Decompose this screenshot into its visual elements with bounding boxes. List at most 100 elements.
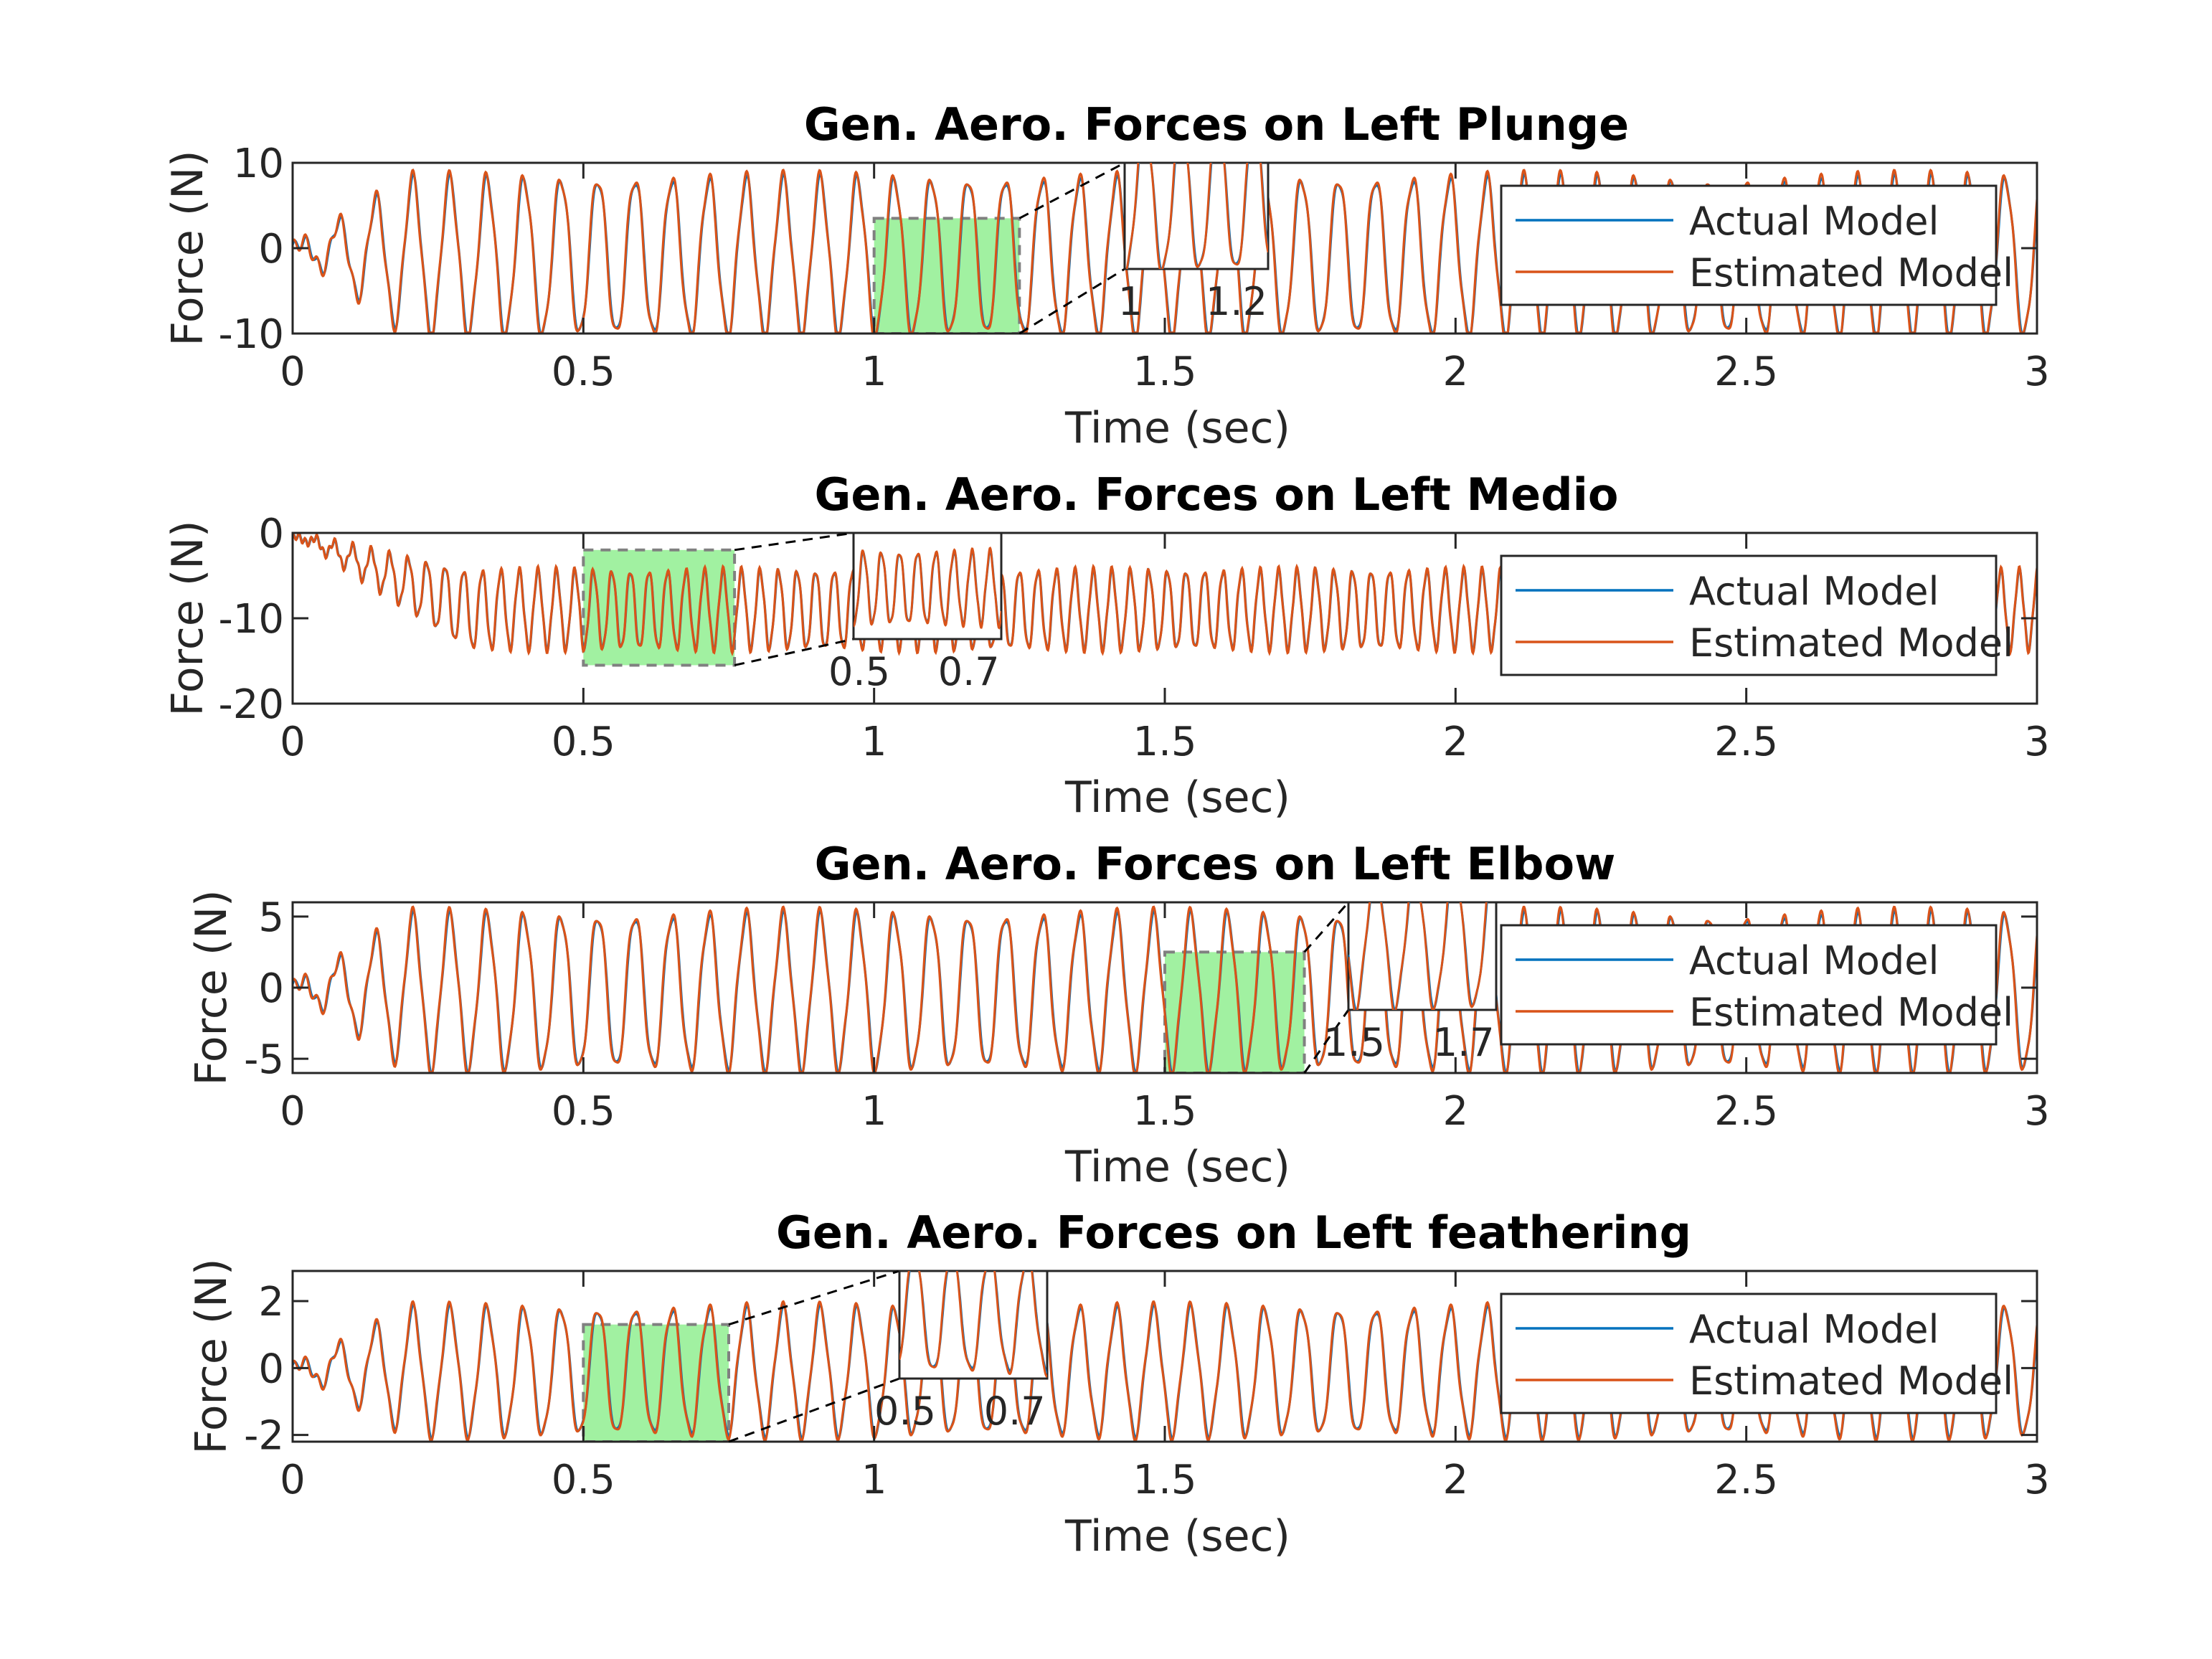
chart-title: Gen. Aero. Forces on Left Medio (815, 468, 1619, 521)
y-tick-label: -10 (219, 596, 284, 643)
x-tick-label: 2 (1443, 719, 1469, 765)
x-tick-label: 2 (1443, 1088, 1469, 1135)
inset-zoom: 0.5 0.7 (734, 531, 1003, 694)
legend: Actual Model Estimated Model (1500, 924, 2013, 1046)
subplot-plunge: Gen. Aero. Forces on Left Plunge -10010 … (163, 98, 2050, 453)
x-tick-label: 3 (2024, 349, 2050, 395)
x-tick-label: 0 (280, 349, 306, 395)
inset-tick-label: 0.7 (938, 649, 1000, 694)
legend-box (1500, 1292, 1998, 1414)
legend-label-estimated: Estimated Model (1689, 1358, 2013, 1404)
x-axis: 0 0.5 1 1.5 2 2.5 3 (280, 163, 2050, 395)
y-axis-label: Force (N) (186, 1258, 237, 1454)
chart-title: Gen. Aero. Forces on Left Plunge (804, 98, 1629, 151)
legend: Actual Model Estimated Model (1500, 1292, 2013, 1414)
y-axis-label: Force (N) (163, 520, 213, 716)
x-tick-label: 2.5 (1714, 349, 1778, 395)
x-tick-label: 1 (861, 1088, 887, 1135)
inset-tick-label: 1.2 (1206, 279, 1267, 324)
x-tick-label: 2.5 (1714, 1088, 1778, 1135)
x-axis: 0 0.5 1 1.5 2 2.5 3 (280, 902, 2050, 1135)
inset-connector-line (1018, 268, 1125, 335)
x-tick-label: 2 (1443, 1457, 1469, 1503)
inset-tick-label: 1.7 (1433, 1020, 1495, 1065)
inset-connector-line (728, 1377, 900, 1443)
plot-area (293, 905, 2037, 1073)
legend-label-actual: Actual Model (1689, 199, 1939, 244)
legend-label-estimated: Estimated Model (1689, 250, 2013, 296)
inset-connector-line (728, 1270, 900, 1326)
series-line-estimated (293, 905, 2037, 1073)
y-tick-label: 0 (258, 1346, 284, 1392)
x-tick-label: 0 (280, 1457, 306, 1503)
x-tick-label: 1.5 (1133, 1088, 1196, 1135)
legend-box (1500, 924, 1998, 1046)
x-tick-label: 3 (2024, 1088, 2050, 1135)
x-tick-label: 1 (861, 349, 887, 395)
subplot-medio: Gen. Aero. Forces on Left Medio 0-10-20 … (163, 468, 2050, 823)
inset-line-estimated (1348, 902, 1488, 1010)
x-tick-label: 2 (1443, 349, 1469, 395)
x-tick-label: 0 (280, 719, 306, 765)
inset-line-estimated (854, 546, 1001, 630)
inset-connector-line (734, 531, 854, 552)
inset-zoom: 0.5 0.7 (728, 1270, 1049, 1443)
x-axis-label: Time (sec) (1064, 1511, 1290, 1561)
legend-label-estimated: Estimated Model (1689, 990, 2013, 1035)
x-tick-label: 0.5 (552, 719, 615, 765)
y-tick-label: 0 (258, 511, 284, 557)
x-axis-label: Time (sec) (1064, 772, 1290, 823)
x-tick-label: 1.5 (1133, 349, 1196, 395)
x-tick-label: 0 (280, 1088, 306, 1135)
legend-label-actual: Actual Model (1689, 1307, 1939, 1352)
legend: Actual Model Estimated Model (1500, 554, 2013, 676)
y-tick-label: 10 (233, 141, 284, 187)
inset-tick-label: 0.7 (984, 1389, 1046, 1434)
y-axis: 0 -10 -20 (219, 511, 2037, 728)
inset-connector-line (1018, 161, 1125, 219)
inset-tick-label: 1.5 (1323, 1020, 1385, 1065)
legend-label-actual: Actual Model (1689, 938, 1939, 983)
y-tick-label: -2 (244, 1413, 284, 1460)
x-tick-label: 0.5 (552, 1457, 615, 1503)
subplot-elbow: Gen. Aero. Forces on Left Elbow 5 0 -5 0 0.… (186, 838, 2050, 1192)
y-axis-label: Force (N) (163, 150, 213, 346)
y-tick-label: -5 (244, 1036, 284, 1083)
x-axis-label: Time (sec) (1064, 1142, 1290, 1192)
subplot-feathering: Gen. Aero. Forces on Left feathering 20-… (186, 1206, 2050, 1561)
y-tick-label: 2 (258, 1279, 284, 1325)
x-axis: 0 0.5 1 1.5 2 2.5 3 (280, 1271, 2050, 1503)
y-axis: 2 0 -2 (244, 1279, 2037, 1460)
inset-zoom: 1.5 1.7 (1303, 901, 1498, 1074)
inset-line-estimated (899, 1271, 1047, 1378)
inset-tick-label: 0.5 (874, 1389, 936, 1434)
x-tick-label: 1.5 (1133, 1457, 1196, 1503)
x-axis: 0 0.5 1 1.5 2 2.5 3 (280, 533, 2050, 765)
x-tick-label: 3 (2024, 719, 2050, 765)
x-tick-label: 3 (2024, 1457, 2050, 1503)
x-tick-label: 1 (861, 719, 887, 765)
inset-tick-label: 0.5 (828, 649, 890, 694)
x-tick-label: 0.5 (552, 349, 615, 395)
inset-connector-line (1303, 902, 1350, 953)
y-axis: -10 0 10 (219, 141, 2037, 358)
inset-connector-line (1303, 1009, 1350, 1074)
x-tick-label: 2.5 (1714, 719, 1778, 765)
y-axis-label: Force (N) (186, 889, 237, 1085)
legend-label-estimated: Estimated Model (1689, 620, 2013, 666)
y-tick-label: 0 (258, 965, 284, 1012)
x-tick-label: 0.5 (552, 1088, 615, 1135)
chart-title: Gen. Aero. Forces on Left Elbow (815, 838, 1616, 890)
inset-zoom: 1 1.2 (1018, 161, 1270, 335)
legend-box (1500, 554, 1998, 676)
legend: Actual Model Estimated Model (1500, 184, 2013, 306)
y-tick-label: -10 (219, 311, 284, 358)
y-axis: 5 0 -5 (244, 894, 2037, 1083)
x-tick-label: 2.5 (1714, 1457, 1778, 1503)
legend-box (1500, 184, 1998, 306)
y-tick-label: -20 (219, 681, 284, 728)
y-tick-label: 0 (258, 226, 284, 273)
inset-line-estimated (1125, 163, 1268, 269)
legend-label-actual: Actual Model (1689, 569, 1939, 614)
chart-title: Gen. Aero. Forces on Left feathering (776, 1206, 1691, 1259)
